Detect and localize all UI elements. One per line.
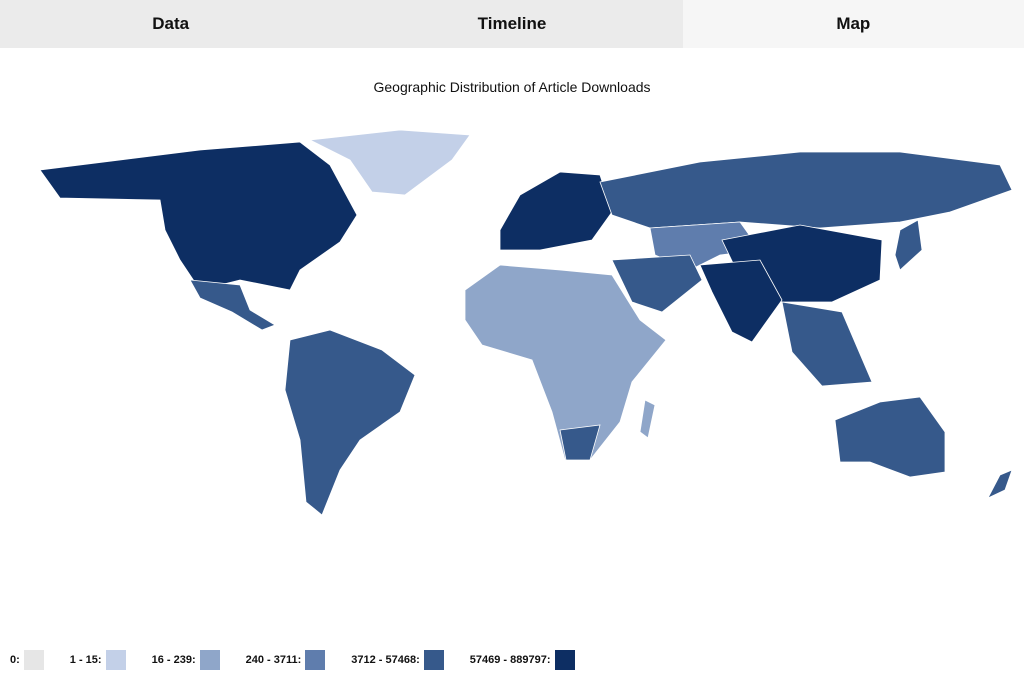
legend-item: 57469 - 889797: (470, 650, 575, 670)
legend-label: 57469 - 889797: (469, 654, 551, 666)
south-america (284, 329, 416, 516)
legend-label: 240 - 3711: (245, 654, 302, 666)
legend-item: 3712 - 57468: (351, 650, 444, 670)
greenland (308, 129, 471, 196)
tab[interactable]: Map (682, 0, 1024, 48)
legend-item: 1 - 15: (70, 650, 126, 670)
legend-item: 240 - 3711: (246, 650, 326, 670)
europe (499, 171, 613, 251)
north-america (39, 141, 358, 291)
new-zealand (987, 469, 1013, 499)
legend-swatch (305, 650, 326, 670)
middle-east (611, 254, 703, 313)
tab[interactable]: Timeline (477, 14, 547, 33)
legend-swatch (23, 650, 44, 670)
legend-label: 1 - 15: (69, 654, 102, 666)
tab-bar: Data Timeline Map (0, 0, 1024, 48)
legend-swatch (423, 650, 444, 670)
legend-swatch (554, 650, 575, 670)
legend-label: 16 - 239: (151, 654, 196, 666)
madagascar (639, 399, 656, 439)
australia (834, 396, 946, 478)
southern-africa (559, 424, 601, 461)
legend-label: 0: (10, 654, 20, 666)
legend-item: 16 - 239: (152, 650, 220, 670)
world-map (39, 129, 1013, 516)
tab[interactable]: Data (152, 14, 190, 33)
russia (599, 151, 1013, 229)
southeast-asia (781, 301, 873, 387)
legend-swatch (105, 650, 126, 670)
map-title: Geographic Distribution of Article Downl… (373, 79, 651, 95)
india (699, 259, 783, 343)
africa (464, 264, 667, 461)
legend-item: 0: (10, 650, 44, 670)
japan (894, 219, 923, 271)
mexico (189, 279, 276, 331)
legend: 0: 1 - 15: 16 - 239: 240 - 3711: 3712 - 5746… (10, 650, 601, 670)
legend-label: 3712 - 57468: (351, 654, 420, 666)
legend-swatch (199, 650, 220, 670)
